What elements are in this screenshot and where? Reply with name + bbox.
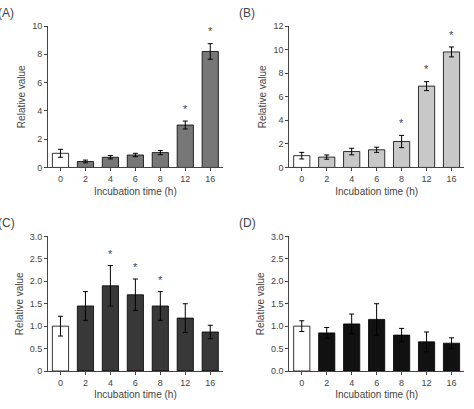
svg-text:6: 6 bbox=[374, 174, 379, 184]
svg-text:12: 12 bbox=[422, 378, 432, 388]
svg-text:Incubation time (h): Incubation time (h) bbox=[94, 389, 177, 400]
svg-text:Relative value: Relative value bbox=[16, 65, 27, 128]
svg-text:4: 4 bbox=[349, 174, 354, 184]
svg-text:2.5: 2.5 bbox=[271, 254, 284, 264]
svg-text:0: 0 bbox=[299, 378, 304, 388]
svg-text:3.0: 3.0 bbox=[271, 232, 284, 242]
svg-text:*: * bbox=[399, 117, 404, 129]
svg-text:4: 4 bbox=[108, 174, 113, 184]
svg-text:8: 8 bbox=[399, 174, 404, 184]
svg-text:10: 10 bbox=[32, 21, 42, 31]
svg-text:1.5: 1.5 bbox=[30, 299, 43, 309]
svg-text:2: 2 bbox=[83, 174, 88, 184]
svg-text:1.5: 1.5 bbox=[271, 299, 284, 309]
svg-text:12: 12 bbox=[273, 21, 283, 31]
svg-text:16: 16 bbox=[447, 378, 457, 388]
svg-text:0: 0 bbox=[58, 378, 63, 388]
svg-text:2.0: 2.0 bbox=[271, 276, 284, 286]
svg-text:2.5: 2.5 bbox=[30, 254, 43, 264]
svg-text:(B): (B) bbox=[239, 6, 255, 20]
svg-text:8: 8 bbox=[278, 68, 283, 78]
svg-text:12: 12 bbox=[422, 174, 432, 184]
svg-text:12: 12 bbox=[180, 378, 190, 388]
svg-text:Incubation time (h): Incubation time (h) bbox=[335, 389, 418, 400]
svg-text:16: 16 bbox=[447, 174, 457, 184]
svg-text:0: 0 bbox=[278, 163, 283, 173]
svg-text:0: 0 bbox=[37, 366, 42, 376]
svg-text:(A): (A) bbox=[0, 6, 14, 20]
svg-text:(C): (C) bbox=[0, 216, 15, 230]
svg-text:4: 4 bbox=[349, 378, 354, 388]
svg-text:0.5: 0.5 bbox=[271, 344, 284, 354]
svg-text:1.0: 1.0 bbox=[271, 321, 284, 331]
svg-text:Relative value: Relative value bbox=[255, 272, 266, 335]
svg-text:2.0: 2.0 bbox=[30, 276, 43, 286]
svg-text:*: * bbox=[133, 261, 138, 273]
svg-text:10: 10 bbox=[273, 45, 283, 55]
svg-text:*: * bbox=[183, 103, 188, 115]
svg-text:Incubation time (h): Incubation time (h) bbox=[335, 186, 418, 197]
svg-text:0.5: 0.5 bbox=[30, 344, 43, 354]
svg-text:*: * bbox=[158, 274, 163, 286]
svg-text:Relative value: Relative value bbox=[14, 272, 25, 335]
svg-text:(D): (D) bbox=[239, 216, 256, 230]
svg-text:8: 8 bbox=[37, 49, 42, 59]
svg-text:8: 8 bbox=[158, 174, 163, 184]
svg-text:*: * bbox=[108, 248, 113, 260]
svg-text:2: 2 bbox=[324, 378, 329, 388]
svg-text:8: 8 bbox=[158, 378, 163, 388]
svg-text:12: 12 bbox=[180, 174, 190, 184]
svg-text:Incubation time (h): Incubation time (h) bbox=[94, 186, 177, 197]
svg-text:0: 0 bbox=[299, 174, 304, 184]
svg-text:2: 2 bbox=[324, 174, 329, 184]
svg-text:3.0: 3.0 bbox=[30, 232, 43, 242]
svg-text:6: 6 bbox=[37, 78, 42, 88]
svg-text:4: 4 bbox=[278, 115, 283, 125]
svg-text:0: 0 bbox=[37, 163, 42, 173]
svg-text:0.0: 0.0 bbox=[271, 366, 284, 376]
svg-text:6: 6 bbox=[278, 92, 283, 102]
svg-text:2: 2 bbox=[83, 378, 88, 388]
svg-text:6: 6 bbox=[374, 378, 379, 388]
svg-text:2: 2 bbox=[278, 139, 283, 149]
svg-text:4: 4 bbox=[108, 378, 113, 388]
svg-text:0: 0 bbox=[58, 174, 63, 184]
svg-text:4: 4 bbox=[37, 106, 42, 116]
svg-text:*: * bbox=[424, 63, 429, 75]
svg-text:16: 16 bbox=[205, 378, 215, 388]
svg-text:1.0: 1.0 bbox=[30, 321, 43, 331]
svg-text:6: 6 bbox=[133, 378, 138, 388]
svg-text:2: 2 bbox=[37, 134, 42, 144]
svg-text:Relative value: Relative value bbox=[257, 65, 268, 128]
svg-text:8: 8 bbox=[399, 378, 404, 388]
svg-text:16: 16 bbox=[205, 174, 215, 184]
svg-text:*: * bbox=[449, 29, 454, 41]
svg-text:6: 6 bbox=[133, 174, 138, 184]
svg-text:*: * bbox=[208, 25, 213, 37]
